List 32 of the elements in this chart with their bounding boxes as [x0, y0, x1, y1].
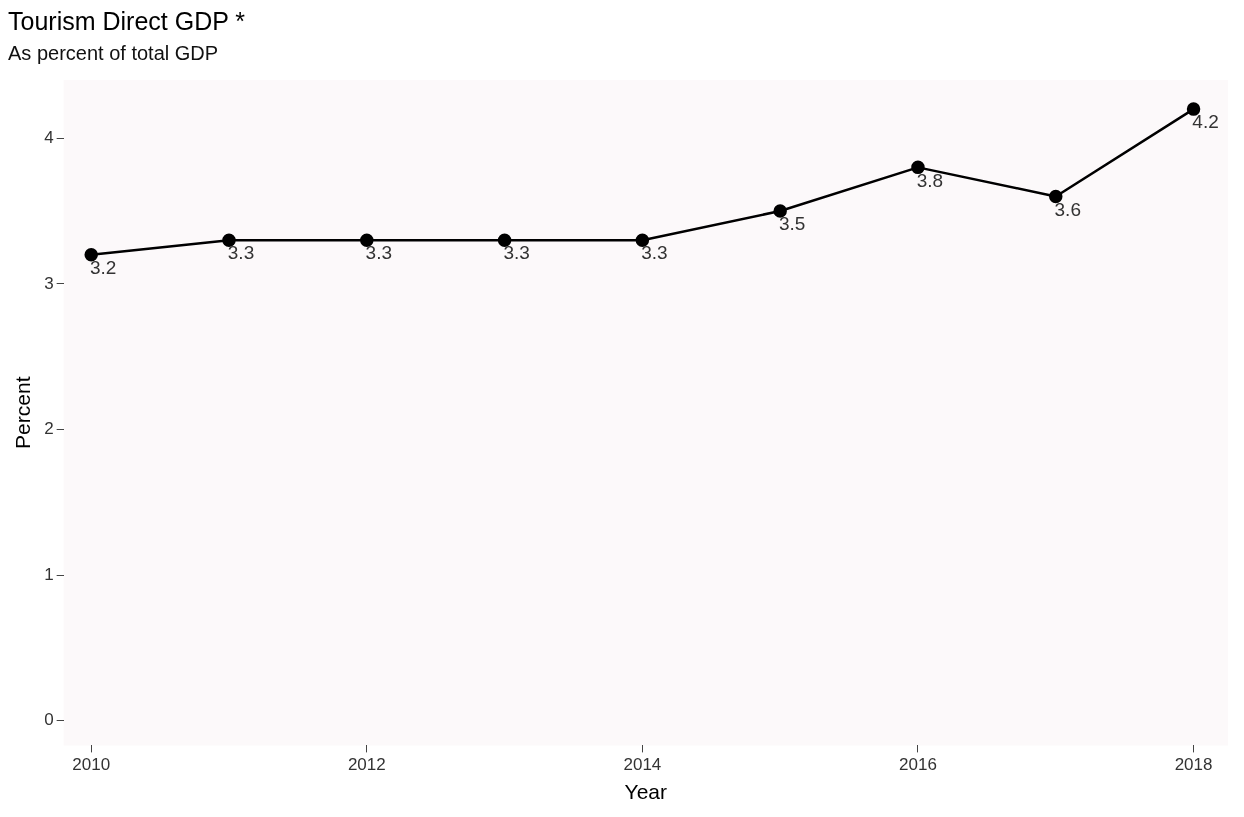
x-tick-label: 2018: [1174, 755, 1213, 775]
point: [497, 233, 512, 247]
data-label: 3.6: [1054, 198, 1081, 220]
y-tick-label: 0: [44, 710, 54, 730]
data-label: 3.8: [916, 169, 944, 191]
y-tick-label: 3: [44, 273, 54, 293]
x-tick-label: 2010: [72, 755, 111, 775]
point: [1186, 102, 1201, 116]
y-tick-label: 4: [44, 127, 54, 147]
data-label: 3.5: [778, 213, 806, 235]
point: [84, 247, 98, 262]
data-label: 3.2: [90, 256, 117, 278]
y-axis-title: Percent: [11, 376, 35, 449]
x-tick-label: 2016: [899, 755, 937, 775]
y-tick-label: 1: [44, 564, 54, 584]
point: [773, 204, 787, 218]
point: [635, 233, 650, 247]
chart-subtitle: As percent of total GDP: [8, 41, 219, 64]
x-axis-title: Year: [624, 780, 668, 804]
data-label: 3.3: [227, 242, 255, 264]
point: [911, 160, 925, 175]
point: [222, 233, 236, 247]
data-label: 3.3: [641, 242, 668, 264]
data-label: 4.2: [1192, 111, 1219, 133]
x-tick-label: 2014: [623, 755, 662, 775]
data-label: 3.3: [365, 242, 393, 264]
y-tick-label: 2: [44, 419, 54, 439]
chart-title: Tourism Direct GDP *: [8, 6, 246, 35]
data-label: 3.3: [503, 242, 530, 264]
x-tick-label: 2012: [347, 755, 386, 775]
point: [360, 233, 374, 247]
point: [1049, 189, 1063, 204]
